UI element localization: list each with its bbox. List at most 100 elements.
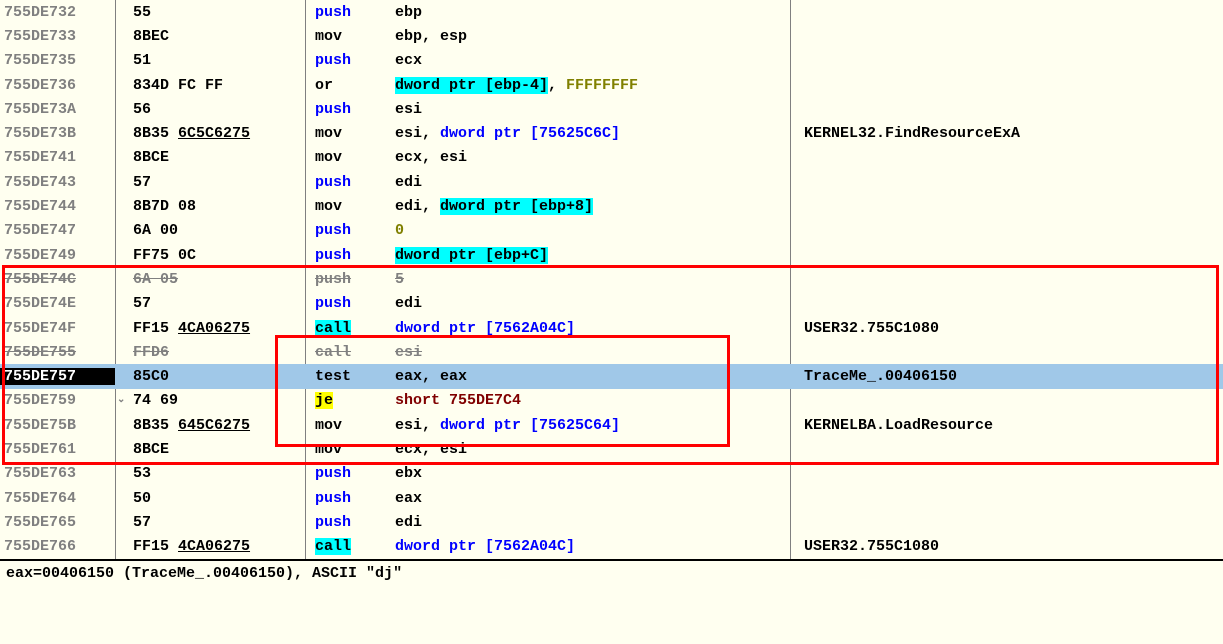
address-cell: 755DE761: [0, 441, 115, 458]
address-cell: 755DE765: [0, 514, 115, 531]
operands-cell: ebp, esp: [395, 28, 790, 45]
disasm-row[interactable]: 755DE7476A 00push0: [0, 219, 1223, 243]
disasm-row[interactable]: 755DE76557pushedi: [0, 510, 1223, 534]
mnemonic-cell: mov: [305, 149, 395, 166]
disasm-row[interactable]: 755DE766FF15 4CA06275calldword ptr [7562…: [0, 535, 1223, 559]
mnemonic-cell: push: [305, 174, 395, 191]
bytes-cell: 6A 00: [115, 222, 305, 239]
disasm-row[interactable]: 755DE73551pushecx: [0, 49, 1223, 73]
operands-cell: eax: [395, 490, 790, 507]
operands-cell: dword ptr [7562A04C]: [395, 538, 790, 555]
bytes-cell: 834D FC FF: [115, 77, 305, 94]
mnemonic-cell: push: [305, 271, 395, 288]
comment-cell: USER32.755C1080: [790, 538, 939, 555]
operands-cell: short 755DE7C4: [395, 392, 790, 409]
disasm-row[interactable]: 755DE7418BCEmovecx, esi: [0, 146, 1223, 170]
bytes-cell: 53: [115, 465, 305, 482]
address-cell: 755DE757: [0, 368, 115, 385]
mnemonic-cell: or: [305, 77, 395, 94]
disasm-row[interactable]: 755DE75B8B35 645C6275movesi, dword ptr […: [0, 413, 1223, 437]
address-cell: 755DE764: [0, 490, 115, 507]
operands-cell: 5: [395, 271, 790, 288]
disassembly-view[interactable]: 755DE73255pushebp755DE7338BECmovebp, esp…: [0, 0, 1223, 644]
bytes-cell: 57: [115, 174, 305, 191]
address-cell: 755DE75B: [0, 417, 115, 434]
bytes-cell: 55: [115, 4, 305, 21]
bytes-cell: 74 69: [115, 392, 305, 409]
bytes-cell: FF75 0C: [115, 247, 305, 264]
bytes-cell: 8BCE: [115, 149, 305, 166]
address-cell: 755DE741: [0, 149, 115, 166]
disasm-row[interactable]: 755DE74FFF15 4CA06275calldword ptr [7562…: [0, 316, 1223, 340]
disasm-row[interactable]: 755DE76353pushebx: [0, 462, 1223, 486]
operands-cell: dword ptr [ebp-4], FFFFFFFF: [395, 77, 790, 94]
operands-cell: ecx, esi: [395, 441, 790, 458]
disasm-row[interactable]: 755DE76450pusheax: [0, 486, 1223, 510]
mnemonic-cell: test: [305, 368, 395, 385]
mnemonic-cell: push: [305, 514, 395, 531]
disasm-row[interactable]: 755DE74C6A 05push5: [0, 267, 1223, 291]
bytes-cell: 57: [115, 514, 305, 531]
disasm-row[interactable]: 755DE7338BECmovebp, esp: [0, 24, 1223, 48]
address-cell: 755DE747: [0, 222, 115, 239]
address-cell: 755DE743: [0, 174, 115, 191]
address-cell: 755DE74F: [0, 320, 115, 337]
jump-arrow-icon: ⌄: [117, 394, 125, 406]
disasm-row[interactable]: 755DE74E57pushedi: [0, 292, 1223, 316]
address-cell: 755DE749: [0, 247, 115, 264]
operands-cell: edi: [395, 174, 790, 191]
bytes-cell: 85C0: [115, 368, 305, 385]
operands-cell: 0: [395, 222, 790, 239]
operands-cell: ecx: [395, 52, 790, 69]
mnemonic-cell: mov: [305, 125, 395, 142]
address-cell: 755DE763: [0, 465, 115, 482]
disasm-row[interactable]: 755DE736834D FC FFordword ptr [ebp-4], F…: [0, 73, 1223, 97]
mnemonic-cell: push: [305, 295, 395, 312]
address-cell: 755DE74E: [0, 295, 115, 312]
mnemonic-cell: call: [305, 344, 395, 361]
disasm-row[interactable]: 755DE74357pushedi: [0, 170, 1223, 194]
bytes-cell: 56: [115, 101, 305, 118]
bytes-cell: FFD6: [115, 344, 305, 361]
operands-cell: edi: [395, 295, 790, 312]
mnemonic-cell: call: [305, 538, 395, 555]
disasm-row[interactable]: 755DE7618BCEmovecx, esi: [0, 437, 1223, 461]
operands-cell: edi: [395, 514, 790, 531]
operands-cell: ecx, esi: [395, 149, 790, 166]
address-cell: 755DE733: [0, 28, 115, 45]
bytes-cell: 8B35 6C5C6275: [115, 125, 305, 142]
bytes-cell: 50: [115, 490, 305, 507]
address-cell: 755DE766: [0, 538, 115, 555]
address-cell: 755DE73B: [0, 125, 115, 142]
address-cell: 755DE736: [0, 77, 115, 94]
mnemonic-cell: push: [305, 52, 395, 69]
mnemonic-cell: push: [305, 247, 395, 264]
status-bar: eax=00406150 (TraceMe_.00406150), ASCII …: [0, 561, 1223, 644]
mnemonic-cell: call: [305, 320, 395, 337]
disasm-row[interactable]: 755DE7448B7D 08movedi, dword ptr [ebp+8]: [0, 194, 1223, 218]
disasm-row[interactable]: 755DE73255pushebp: [0, 0, 1223, 24]
operands-cell: eax, eax: [395, 368, 790, 385]
comment-cell: USER32.755C1080: [790, 320, 939, 337]
address-cell: 755DE735: [0, 52, 115, 69]
disasm-row[interactable]: 755DE755FFD6callesi: [0, 340, 1223, 364]
bytes-cell: 8B35 645C6275: [115, 417, 305, 434]
bytes-cell: FF15 4CA06275: [115, 538, 305, 555]
mnemonic-cell: mov: [305, 417, 395, 434]
disasm-row[interactable]: 755DE749FF75 0Cpushdword ptr [ebp+C]: [0, 243, 1223, 267]
comment-cell: TraceMe_.00406150: [790, 368, 957, 385]
disasm-row[interactable]: 755DE73A56pushesi: [0, 97, 1223, 121]
disasm-row[interactable]: 755DE73B8B35 6C5C6275movesi, dword ptr […: [0, 121, 1223, 145]
bytes-cell: 8BEC: [115, 28, 305, 45]
operands-cell: dword ptr [7562A04C]: [395, 320, 790, 337]
bytes-cell: 51: [115, 52, 305, 69]
disasm-row[interactable]: 755DE759⌄74 69jeshort 755DE7C4: [0, 389, 1223, 413]
bytes-cell: 8B7D 08: [115, 198, 305, 215]
address-cell: 755DE744: [0, 198, 115, 215]
operands-cell: esi, dword ptr [75625C6C]: [395, 125, 790, 142]
disasm-row[interactable]: 755DE75785C0testeax, eaxTraceMe_.0040615…: [0, 364, 1223, 388]
operands-cell: edi, dword ptr [ebp+8]: [395, 198, 790, 215]
bytes-cell: FF15 4CA06275: [115, 320, 305, 337]
address-cell: 755DE755: [0, 344, 115, 361]
operands-cell: dword ptr [ebp+C]: [395, 247, 790, 264]
